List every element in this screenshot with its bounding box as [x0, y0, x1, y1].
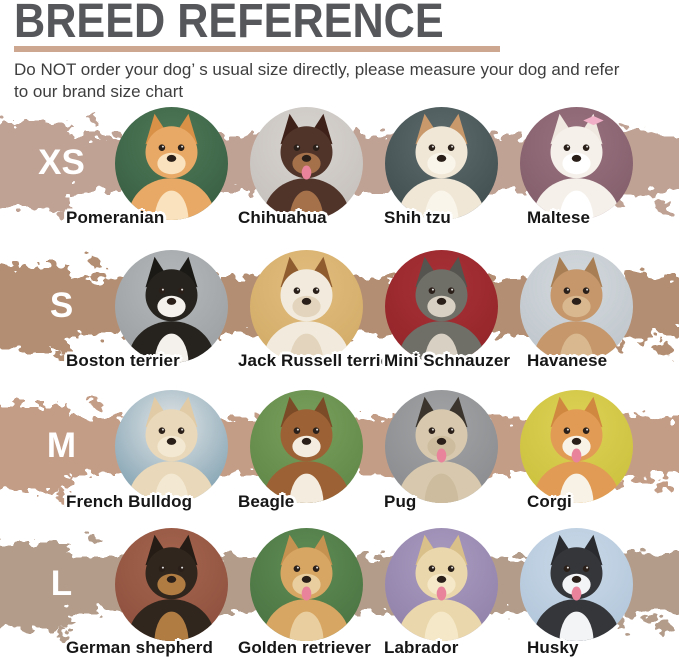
breed-card-pomeranian: Pomeranian — [66, 107, 228, 227]
breed-card-chihuahua: Chihuahua — [238, 107, 363, 227]
subtitle-line: Do NOT order your dog’ s usual size dire… — [14, 60, 620, 79]
breed-photo-golden-retriever — [250, 528, 363, 641]
page-title: BREED REFERENCE — [14, 0, 444, 48]
breed-card-boston-terrier: Boston terrier — [66, 250, 228, 370]
breed-photo-german-shepherd — [115, 528, 228, 641]
dog-illustration — [398, 113, 485, 220]
breed-photo-havanese — [520, 250, 633, 363]
breed-card-corgi: Corgi — [520, 390, 633, 511]
dog-illustration — [128, 113, 215, 220]
breed-label: Maltese — [527, 208, 591, 227]
size-row-s: S Boston terrier Jack Russell terrier — [0, 247, 679, 392]
breed-label: Corgi — [527, 492, 572, 511]
dog-illustration — [128, 534, 215, 641]
subtitle-line: to our brand size chart — [14, 81, 184, 101]
breed-card-labrador: Labrador — [384, 528, 498, 657]
breed-card-golden-retriever: Golden retriever — [238, 528, 371, 657]
breed-card-jack-russell-terrier: Jack Russell terrier — [238, 250, 397, 370]
dog-illustration — [398, 534, 485, 641]
dog-illustration — [533, 113, 620, 220]
breed-card-beagle: Beagle — [238, 390, 363, 511]
breed-card-german-shepherd: German shepherd — [66, 528, 228, 657]
breed-photo-husky — [520, 528, 633, 641]
size-label-s: S — [49, 286, 74, 325]
breed-label: Shih tzu — [384, 208, 451, 227]
size-row-m: M French Bulldog Beagle — [0, 387, 679, 532]
breed-label: French Bulldog — [66, 492, 193, 511]
breed-card-maltese: Maltese — [520, 107, 633, 227]
title-underline-bar — [14, 46, 500, 52]
breed-photo-beagle — [250, 390, 363, 503]
size-label-m: M — [46, 426, 77, 465]
breed-photo-boston-terrier — [115, 250, 228, 363]
size-label-xs: XS — [38, 143, 85, 182]
breed-label: Golden retriever — [238, 638, 371, 657]
size-row-xs: XS Pomeranian Chihuahua — [0, 104, 679, 249]
size-row-l: L German shepherd Golden retriever — [0, 525, 679, 662]
dog-illustration — [398, 256, 485, 363]
breed-photo-shih-tzu — [385, 107, 498, 220]
breed-photo-jack-russell-terrier — [250, 250, 363, 363]
breed-card-havanese: Havanese — [520, 250, 633, 370]
dog-illustration — [263, 396, 350, 503]
breed-photo-chihuahua — [250, 107, 363, 220]
breed-photo-mini-schnauzer — [385, 250, 498, 363]
breed-photo-corgi — [520, 390, 633, 503]
breed-photo-pug — [385, 390, 498, 503]
dog-illustration — [263, 534, 350, 641]
dog-illustration — [398, 396, 485, 503]
subtitle: Do NOT order your dog’ s usual size dire… — [14, 59, 676, 102]
breed-photo-labrador — [385, 528, 498, 641]
size-label-l: L — [50, 564, 73, 603]
dog-illustration — [263, 113, 350, 220]
breed-label: Mini Schnauzer — [384, 351, 511, 370]
breed-photo-french-bulldog — [115, 390, 228, 503]
dog-illustration — [533, 256, 620, 363]
breed-label: Havanese — [527, 351, 608, 370]
breed-label: Beagle — [238, 492, 295, 511]
breed-label: German shepherd — [66, 638, 213, 657]
breed-photo-pomeranian — [115, 107, 228, 220]
breed-card-pug: Pug — [384, 390, 498, 511]
dog-illustration — [533, 534, 620, 641]
dog-illustration — [128, 256, 215, 363]
breed-label: Boston terrier — [66, 351, 180, 370]
breed-label: Labrador — [384, 638, 459, 657]
breed-card-mini-schnauzer: Mini Schnauzer — [384, 250, 510, 370]
dog-illustration — [128, 396, 215, 503]
breed-card-french-bulldog: French Bulldog — [66, 390, 228, 511]
breed-label: Pomeranian — [66, 208, 165, 227]
breed-label: Husky — [527, 638, 579, 657]
breed-photo-maltese — [520, 107, 633, 220]
dog-illustration — [533, 396, 620, 503]
breed-card-shih-tzu: Shih tzu — [384, 107, 498, 227]
breed-label: Jack Russell terrier — [238, 351, 397, 370]
dog-illustration — [263, 256, 350, 363]
breed-label: Chihuahua — [238, 208, 327, 227]
breed-card-husky: Husky — [520, 528, 633, 657]
breed-label: Pug — [384, 492, 417, 511]
header: BREED REFERENCE Do NOT order your dog’ s… — [14, 0, 676, 119]
